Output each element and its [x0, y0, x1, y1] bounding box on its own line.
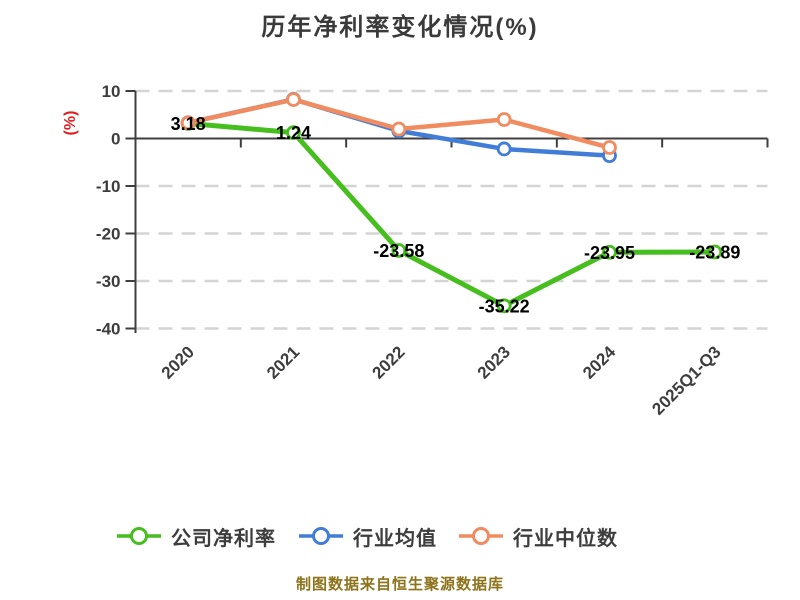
marker-s2-2022 — [391, 121, 407, 137]
legend-label-company: 公司净利率 — [171, 527, 276, 550]
x-tick-label-2020: 2020 — [158, 342, 198, 382]
legend-circle-company — [130, 527, 148, 545]
marker-s0-2022 — [391, 243, 407, 258]
y-tick-label--40: -40 — [96, 320, 121, 339]
point-label-s0-2020: 3.18 — [171, 114, 206, 134]
legend-marker-industry-median-icon — [459, 527, 503, 545]
marker-s0-2021 — [286, 125, 301, 141]
legend-item-company-net-margin[interactable]: 公司净利率 — [116, 521, 276, 551]
legend-item-industry-median[interactable]: 行业中位数 — [458, 521, 618, 551]
y-tick-label--20: -20 — [96, 225, 121, 244]
x-tick-label-2021: 2021 — [263, 342, 303, 382]
x-tick-label-2024: 2024 — [579, 342, 620, 383]
plot-svg: 10 0 -10 -20 -30 -40 2020 2021 2022 2023 2024 2025Q… — [96, 82, 769, 419]
legend-label-industry-average: 行业均值 — [353, 527, 437, 550]
marker-s2-2021 — [286, 92, 301, 107]
y-tick-label--10: -10 — [96, 177, 121, 196]
marker-s0-2023 — [496, 298, 512, 314]
marker-s2-2020 — [180, 115, 196, 131]
x-tick-label-2023: 2023 — [474, 342, 514, 382]
legend-marker-industry-average-icon — [299, 527, 343, 545]
marker-s0-2024 — [602, 244, 617, 260]
marker-s0-2025Q1-Q3 — [707, 244, 723, 260]
legend-circle-industry-median — [472, 527, 490, 545]
legend-circle-industry-average — [312, 527, 330, 545]
point-label-s0-2025Q1-Q3: -23.89 — [689, 242, 740, 262]
marker-s1-2023 — [496, 141, 512, 157]
legend: 公司净利率 行业均值 行业中位数 — [0, 521, 800, 551]
x-tick-label-2022: 2022 — [368, 342, 408, 382]
legend-label-industry-median: 行业中位数 — [513, 527, 618, 550]
series-line-0 — [185, 120, 718, 309]
data-source-note: 制图数据来自恒生聚源数据库 — [295, 576, 504, 593]
point-label-s0-2023: -35.22 — [479, 296, 530, 316]
legend-item-industry-average[interactable]: 行业均值 — [298, 521, 437, 551]
y-tick-label-0: 0 — [111, 130, 120, 149]
y-tick-label-10: 10 — [102, 82, 121, 101]
y-tick-label--30: -30 — [96, 272, 121, 291]
x-tick-label-2025Q1-Q3: 2025Q1-Q3 — [648, 342, 724, 418]
point-label-s0-2021: 1.24 — [276, 123, 311, 143]
marker-s2-2023 — [496, 112, 512, 127]
point-label-s0-2024: -23.95 — [584, 243, 635, 263]
legend-marker-company-icon — [117, 527, 161, 545]
chart-title: 历年净利率变化情况(%) — [261, 14, 539, 41]
marker-s2-2024 — [602, 140, 617, 155]
point-label-s0-2022: -23.58 — [373, 241, 424, 261]
